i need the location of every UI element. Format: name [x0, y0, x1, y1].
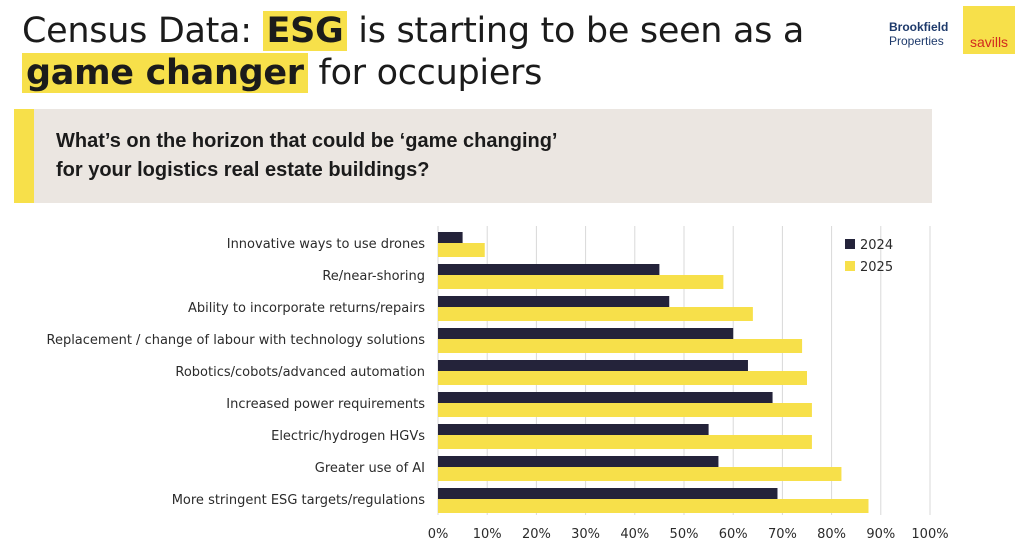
- title-highlight-game-changer: game changer: [22, 53, 308, 93]
- bar-2025: [438, 467, 842, 481]
- category-label: Replacement / change of labour with tech…: [47, 333, 426, 348]
- category-label: More stringent ESG targets/regulations: [172, 493, 426, 508]
- bar-2025: [438, 307, 753, 321]
- x-tick-label: 20%: [522, 527, 551, 542]
- x-tick-label: 50%: [670, 527, 699, 542]
- category-label: Re/near-shoring: [322, 269, 425, 284]
- question-accent-bar: [14, 109, 34, 203]
- category-label: Greater use of AI: [315, 461, 425, 476]
- question-text: What’s on the horizon that could be ‘gam…: [56, 127, 557, 185]
- bar-2024: [438, 488, 778, 502]
- x-tick-label: 100%: [911, 527, 948, 542]
- category-label: Robotics/cobots/advanced automation: [175, 365, 425, 380]
- title-highlight-esg: ESG: [262, 11, 348, 51]
- bar-2025: [438, 243, 485, 257]
- category-label: Innovative ways to use drones: [227, 237, 425, 252]
- brookfield-logo-line-2: Properties: [889, 34, 944, 48]
- legend-label-2025: 2025: [860, 260, 893, 275]
- legend-swatch-2024: [845, 239, 855, 249]
- title-suffix: for occupiers: [307, 53, 543, 93]
- x-tick-label: 30%: [571, 527, 600, 542]
- bar-2025: [438, 435, 812, 449]
- bar-2024: [438, 296, 670, 310]
- question-line-2: for your logistics real estate buildings…: [56, 159, 430, 181]
- title-line-2: game changer for occupiers: [22, 52, 542, 94]
- bar-2024: [438, 392, 773, 406]
- title-line-1: Census Data: ESG is starting to be seen …: [22, 10, 804, 52]
- bar-2025: [438, 403, 812, 417]
- category-label: Electric/hydrogen HGVs: [271, 429, 425, 444]
- x-tick-label: 60%: [719, 527, 748, 542]
- x-tick-label: 10%: [473, 527, 502, 542]
- legend-label-2024: 2024: [860, 238, 893, 253]
- question-panel: What’s on the horizon that could be ‘gam…: [14, 109, 932, 203]
- bar-2024: [438, 328, 734, 342]
- legend-swatch-2025: [845, 261, 855, 271]
- bar-2025: [438, 371, 807, 385]
- bar-2024: [438, 456, 719, 470]
- bar-2024: [438, 424, 709, 438]
- bar-2024: [438, 232, 463, 246]
- savills-logo: savills: [963, 6, 1015, 54]
- bar-2024: [438, 360, 748, 374]
- x-tick-label: 40%: [620, 527, 649, 542]
- brookfield-logo-line-1: Brookfield: [889, 20, 949, 34]
- title-prefix: Census Data:: [22, 11, 263, 51]
- x-tick-label: 70%: [768, 527, 797, 542]
- bar-2025: [438, 339, 803, 353]
- category-label: Ability to incorporate returns/repairs: [188, 301, 425, 316]
- question-line-1: What’s on the horizon that could be ‘gam…: [56, 130, 558, 152]
- bar-2024: [438, 264, 660, 278]
- bar-2025: [438, 499, 869, 513]
- x-tick-label: 80%: [817, 527, 846, 542]
- x-tick-label: 0%: [428, 527, 449, 542]
- title-middle: is starting to be seen as a: [347, 11, 805, 51]
- brookfield-logo: Brookfield Properties: [889, 20, 948, 48]
- x-tick-label: 90%: [866, 527, 895, 542]
- category-label: Increased power requirements: [226, 397, 425, 412]
- bar-2025: [438, 275, 724, 289]
